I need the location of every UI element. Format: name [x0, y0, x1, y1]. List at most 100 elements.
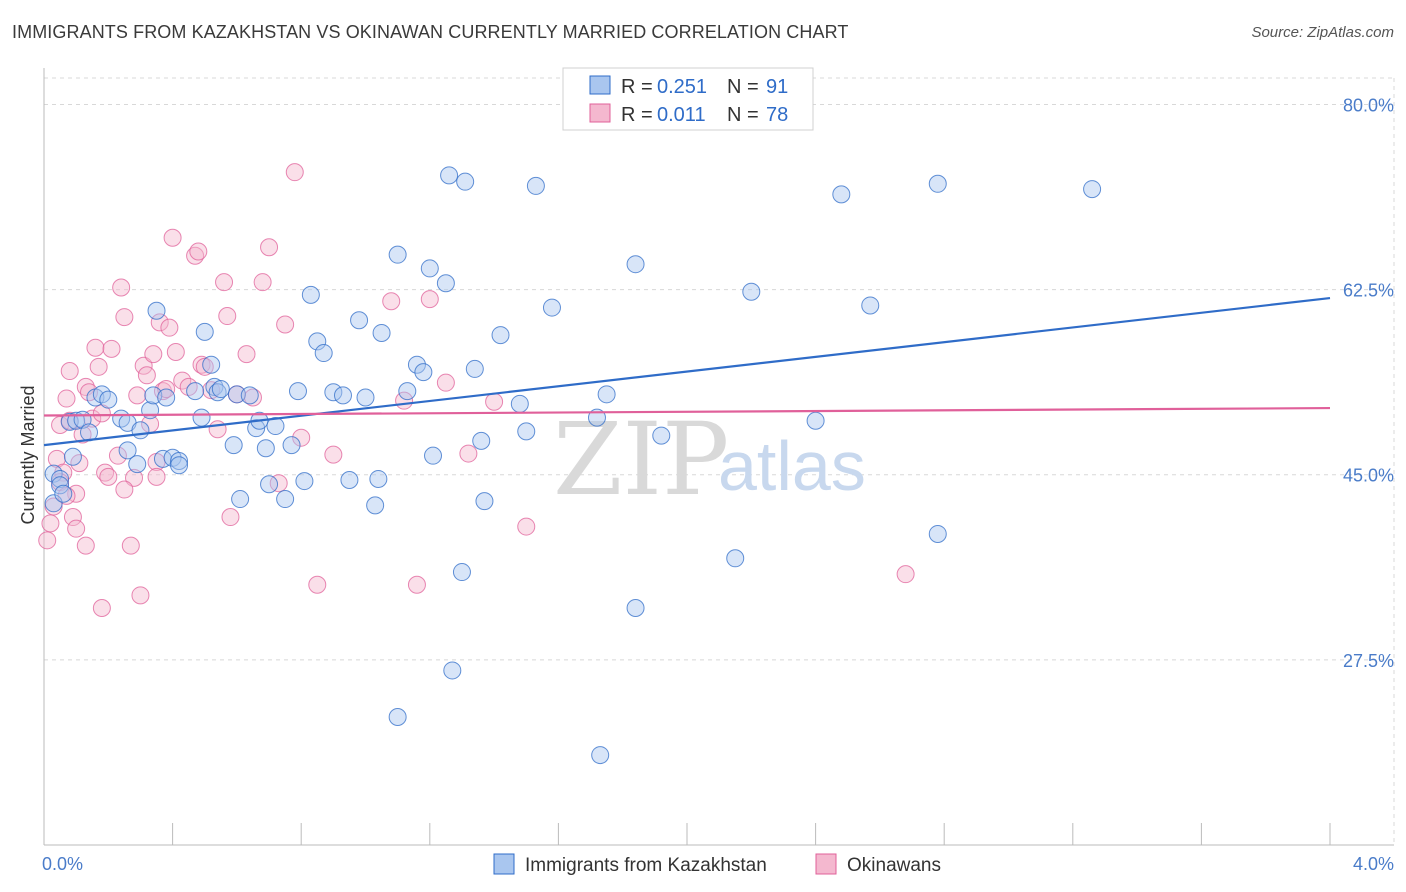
data-point — [51, 469, 70, 488]
data-point — [102, 339, 121, 358]
data-point — [350, 311, 369, 330]
data-point — [324, 445, 343, 464]
data-point — [285, 163, 304, 182]
data-point — [147, 467, 166, 486]
y-tick-label: 80.0% — [1343, 95, 1394, 115]
data-point — [388, 245, 407, 264]
legend-r-value-2: 0.011 — [657, 104, 706, 126]
legend-swatch-pink — [589, 103, 611, 123]
data-point — [485, 392, 504, 411]
data-point — [407, 575, 426, 594]
data-point — [398, 382, 417, 401]
data-point — [276, 490, 295, 509]
data-point — [99, 467, 118, 486]
data-point — [118, 441, 137, 460]
data-point — [269, 474, 288, 493]
data-point — [861, 296, 880, 315]
data-point — [260, 238, 279, 257]
data-point — [38, 531, 57, 550]
data-point — [452, 563, 471, 582]
data-point — [192, 355, 211, 374]
chart-title: IMMIGRANTS FROM KAZAKHSTAN VS OKINAWAN C… — [12, 22, 849, 42]
data-point — [340, 471, 359, 490]
data-point — [67, 411, 86, 430]
data-point — [153, 449, 172, 468]
data-point — [125, 468, 144, 487]
bottom-legend-label-2: Okinawans — [847, 855, 941, 876]
bottom-legend-swatch-blue — [493, 853, 515, 875]
data-point — [256, 439, 275, 458]
data-point — [626, 599, 645, 618]
data-point — [92, 599, 111, 618]
legend: R = 0.251 N = 91 R = 0.011 N = 78 — [562, 67, 814, 131]
data-point — [295, 472, 314, 491]
y-tick-label: 27.5% — [1343, 651, 1394, 671]
x-tick-label-min: 0.0% — [42, 854, 83, 874]
data-point — [436, 373, 455, 392]
data-point — [282, 436, 301, 455]
data-point — [382, 292, 401, 311]
data-point — [150, 313, 169, 332]
okinawans-points — [38, 163, 915, 618]
data-point — [928, 524, 947, 543]
data-point — [144, 345, 163, 364]
data-point — [192, 408, 211, 427]
data-point — [60, 362, 79, 381]
data-point — [195, 357, 214, 376]
y-tick-label: 45.0% — [1343, 466, 1394, 486]
data-point — [928, 174, 947, 193]
bottom-legend: Immigrants from Kazakhstan Okinawans — [493, 853, 941, 876]
data-point — [128, 386, 147, 405]
data-point — [99, 390, 118, 409]
data-point — [420, 259, 439, 278]
legend-n-label-1: N = — [727, 76, 759, 98]
axes-layer — [43, 68, 1394, 846]
data-point — [115, 480, 134, 499]
data-point — [308, 332, 327, 351]
legend-n-value-2: 78 — [766, 104, 788, 126]
data-point — [510, 394, 529, 413]
data-point — [443, 661, 462, 680]
data-point — [63, 447, 82, 466]
data-point — [1083, 180, 1102, 199]
data-point — [57, 389, 76, 408]
data-point — [221, 508, 240, 527]
data-point — [170, 456, 189, 475]
bottom-legend-swatch-pink — [815, 853, 837, 875]
data-point — [147, 301, 166, 320]
data-point — [108, 446, 127, 465]
data-point — [54, 484, 73, 503]
trend-layer — [43, 296, 1331, 447]
data-point — [170, 451, 189, 470]
data-point — [131, 421, 150, 440]
data-point — [215, 273, 234, 292]
source-label: Source: ZipAtlas.com — [1251, 24, 1394, 41]
data-point — [202, 381, 221, 400]
trend-line-kazakhstan — [43, 296, 1331, 447]
data-point — [366, 496, 385, 515]
data-point — [231, 490, 250, 509]
data-point — [195, 322, 214, 341]
data-point — [742, 282, 761, 301]
data-point — [806, 411, 825, 430]
data-point — [166, 343, 185, 362]
kazakhstan-points — [44, 166, 1102, 765]
data-point — [67, 519, 86, 538]
watermark-atlas: atlas — [718, 427, 866, 505]
data-point — [260, 475, 279, 494]
data-point — [436, 274, 455, 293]
data-point — [141, 401, 160, 420]
data-point — [388, 707, 407, 726]
data-point — [652, 426, 671, 445]
data-point — [424, 446, 443, 465]
data-point — [202, 355, 221, 374]
data-point — [137, 366, 156, 385]
data-point — [211, 380, 230, 399]
x-tick-label-max: 4.0% — [1353, 854, 1394, 874]
data-point — [41, 514, 60, 533]
watermark: ZIP atlas — [553, 401, 866, 518]
legend-r-label-2: R = — [621, 104, 653, 126]
data-point — [301, 285, 320, 304]
data-point — [224, 436, 243, 455]
data-point — [726, 549, 745, 568]
